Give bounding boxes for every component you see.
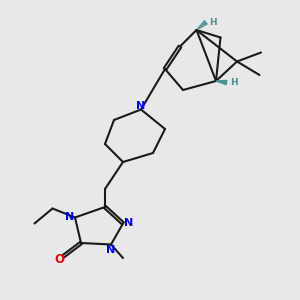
Polygon shape <box>216 80 227 85</box>
Text: N: N <box>124 218 133 229</box>
Text: N: N <box>136 101 145 111</box>
Text: O: O <box>54 253 64 266</box>
Text: H: H <box>230 78 238 87</box>
Text: N: N <box>65 212 74 223</box>
Text: N: N <box>106 245 116 255</box>
Text: H: H <box>209 18 217 27</box>
